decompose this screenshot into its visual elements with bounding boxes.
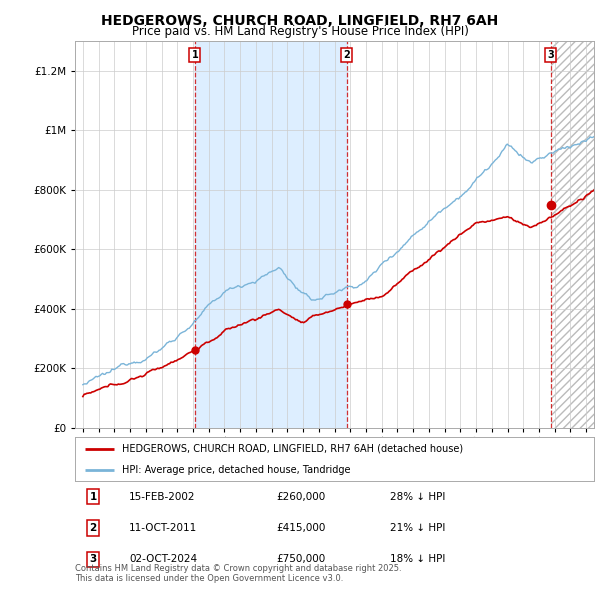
Text: HPI: Average price, detached house, Tandridge: HPI: Average price, detached house, Tand… [122,465,350,475]
Text: 1: 1 [191,50,198,60]
Text: 15-FEB-2002: 15-FEB-2002 [129,492,196,502]
Text: 11-OCT-2011: 11-OCT-2011 [129,523,197,533]
Bar [551,41,594,428]
Text: 21% ↓ HPI: 21% ↓ HPI [390,523,445,533]
Text: 3: 3 [547,50,554,60]
Text: HEDGEROWS, CHURCH ROAD, LINGFIELD, RH7 6AH (detached house): HEDGEROWS, CHURCH ROAD, LINGFIELD, RH7 6… [122,444,463,454]
Text: £260,000: £260,000 [276,492,325,502]
Text: 18% ↓ HPI: 18% ↓ HPI [390,555,445,564]
Bar [551,41,594,428]
Text: 1: 1 [89,492,97,502]
Text: £750,000: £750,000 [276,555,325,564]
Text: 2: 2 [343,50,350,60]
Text: HEDGEROWS, CHURCH ROAD, LINGFIELD, RH7 6AH: HEDGEROWS, CHURCH ROAD, LINGFIELD, RH7 6… [101,14,499,28]
Text: 2: 2 [89,523,97,533]
Text: Contains HM Land Registry data © Crown copyright and database right 2025.
This d: Contains HM Land Registry data © Crown c… [75,563,401,583]
Text: 02-OCT-2024: 02-OCT-2024 [129,555,197,564]
Text: 28% ↓ HPI: 28% ↓ HPI [390,492,445,502]
Bar [195,41,347,428]
Text: 3: 3 [89,555,97,564]
Text: £415,000: £415,000 [276,523,325,533]
Text: Price paid vs. HM Land Registry's House Price Index (HPI): Price paid vs. HM Land Registry's House … [131,25,469,38]
